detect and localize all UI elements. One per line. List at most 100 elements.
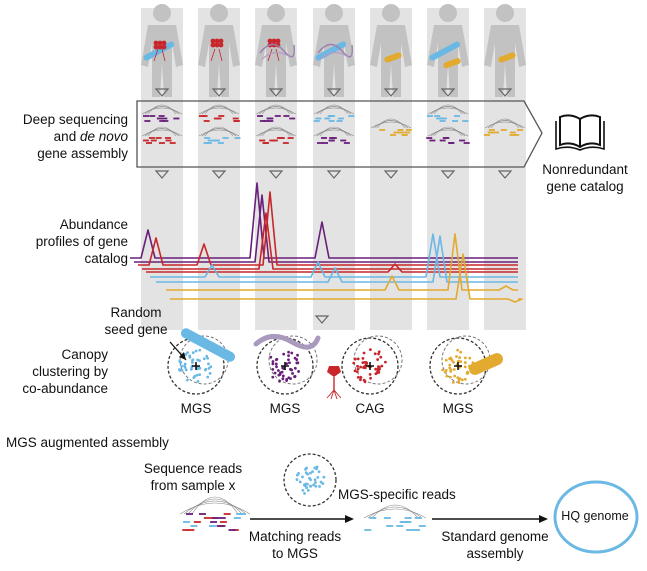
seed-plus-icon	[366, 362, 374, 370]
gene-dot	[281, 366, 285, 370]
human-figure-icon	[198, 4, 240, 97]
gene-dot	[303, 484, 307, 488]
gene-dot	[314, 481, 317, 484]
abundance-line-1: Abundance	[59, 217, 128, 232]
gene-dot	[460, 378, 464, 382]
canopy-line-3: co-abundance	[22, 381, 108, 396]
gene-dot	[297, 370, 300, 373]
gene-dot	[463, 361, 467, 364]
gene-dot	[441, 368, 445, 372]
gene-dot	[180, 368, 184, 372]
gene-dot	[457, 359, 460, 363]
seed-gene-line-2: seed gene	[104, 322, 168, 337]
blue-rod-microbe-icon	[315, 41, 347, 61]
gene-dot	[449, 375, 452, 379]
gene-dot	[377, 350, 381, 354]
red-coccus-icon	[267, 38, 273, 44]
red-coccus-icon	[218, 38, 224, 44]
read-pair-arc	[255, 107, 297, 115]
gene-dot	[459, 350, 463, 354]
gene-dot	[271, 368, 275, 371]
gene-dot	[196, 358, 199, 362]
gene-dot	[207, 362, 210, 366]
gene-dot	[453, 374, 457, 378]
red-flagella-icon	[267, 48, 280, 62]
gene-dot	[309, 478, 313, 482]
book-cover	[555, 121, 605, 151]
gene-dot	[288, 361, 291, 365]
hq-genome-ring	[553, 480, 639, 554]
matching-reads-line-1: Matching reads	[248, 529, 342, 544]
gene-dot	[444, 358, 448, 362]
read-pair-arc	[255, 129, 297, 137]
abundance-label: Abundance profiles of gene catalog	[0, 216, 128, 267]
gene-dot	[466, 371, 470, 374]
gene-dot	[198, 348, 202, 352]
gene-dot	[301, 475, 304, 479]
deep-seq-line-1: Deep sequencing	[22, 112, 128, 127]
gene-dot	[276, 369, 280, 372]
gene-dot	[374, 367, 378, 371]
assembly-chevron	[136, 100, 543, 168]
gene-dot	[305, 486, 309, 490]
gene-dot	[293, 366, 297, 370]
read-pair-arc	[198, 107, 240, 115]
cluster-label-3: CAG	[355, 401, 385, 416]
gene-dot	[321, 482, 325, 485]
gene-dot	[183, 364, 187, 368]
gene-dot	[271, 362, 275, 366]
gene-dot	[278, 373, 282, 376]
gene-dot	[443, 370, 447, 374]
purple-filament-icon	[317, 43, 353, 58]
canopy-boundary-circle	[283, 453, 337, 507]
read-pair-arc	[141, 129, 183, 137]
gene-dot	[188, 355, 192, 359]
seed-plus-icon	[281, 362, 289, 370]
gene-dot	[194, 349, 198, 353]
red-coccus-icon	[275, 38, 281, 44]
gene-dot	[313, 478, 317, 482]
gene-dot	[305, 482, 309, 486]
book-icon	[555, 114, 605, 151]
gene-dot	[190, 366, 194, 370]
gene-dot	[359, 365, 363, 369]
gene-dot	[361, 357, 365, 360]
gene-dot	[379, 355, 383, 359]
gene-dot	[309, 471, 312, 475]
gene-dot	[311, 470, 314, 474]
gene-dot	[178, 359, 182, 363]
gene-dot	[278, 379, 281, 383]
gene-dot	[296, 353, 299, 357]
red-coccus-icon	[271, 38, 277, 44]
gene-dot	[295, 478, 299, 481]
red-flagella-icon	[153, 48, 166, 62]
read-pair-arc	[144, 128, 180, 137]
gene-dot	[318, 485, 321, 488]
gene-dot	[356, 375, 360, 379]
human-figure-icon	[370, 4, 412, 97]
gene-dot	[458, 377, 462, 381]
read-pair-arc	[316, 128, 352, 137]
blue-rod-microbe-icon	[429, 41, 461, 61]
read-pair-arc	[484, 121, 526, 129]
blue-rod-microbe-icon	[180, 328, 236, 362]
read-pair-arc	[144, 106, 180, 115]
assembly-arrowhead	[539, 515, 548, 523]
gene-dot	[445, 374, 449, 378]
red-coccus-icon	[214, 38, 220, 44]
read-pair-arc	[201, 128, 237, 137]
gene-dot	[191, 351, 195, 355]
gene-dot	[274, 362, 278, 366]
red-coccus-icon	[153, 44, 159, 50]
gene-dot	[184, 352, 188, 356]
gene-dot	[291, 372, 294, 375]
gene-dot	[317, 470, 321, 474]
read-pair-arc	[363, 508, 427, 519]
cluster-label-4: MGS	[442, 401, 474, 416]
read-pair-arc	[313, 129, 355, 137]
gene-dot	[208, 372, 212, 375]
mgs-cluster-small	[283, 453, 337, 507]
gene-dot	[358, 378, 362, 382]
bacteriophage-icon	[326, 366, 342, 400]
